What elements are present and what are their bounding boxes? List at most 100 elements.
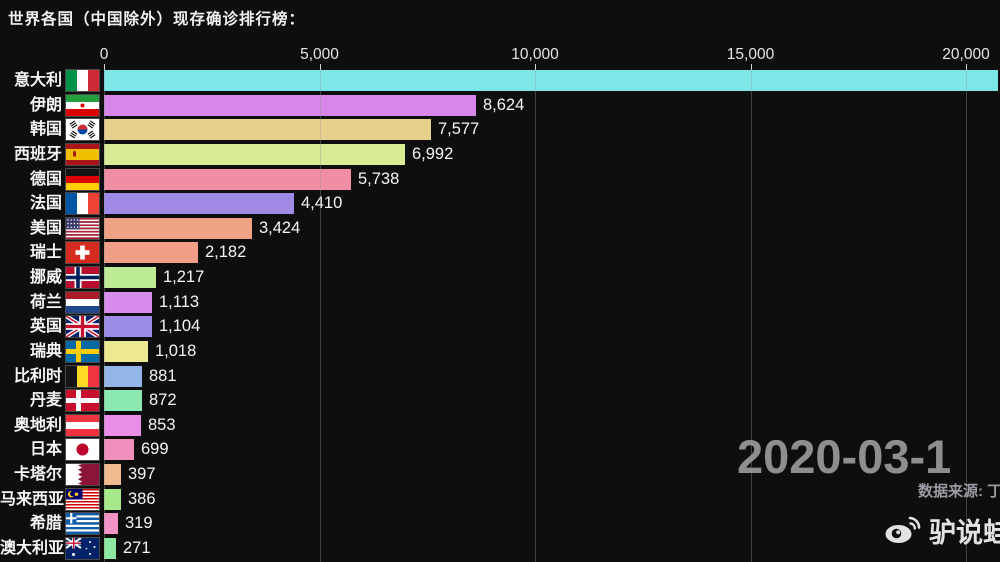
bar-row: 西班牙 6,992 <box>0 142 1000 166</box>
bar <box>104 143 405 165</box>
bar-row: 比利时 881 <box>0 364 1000 388</box>
norway-flag-icon <box>65 266 100 290</box>
australia-flag-icon <box>65 536 100 560</box>
value-label: 6,992 <box>412 144 454 163</box>
bar <box>104 439 134 461</box>
value-label: 872 <box>149 391 177 410</box>
sweden-flag-icon <box>65 339 100 363</box>
value-label: 1,113 <box>159 292 200 311</box>
country-label: 希腊 <box>29 515 62 533</box>
qatar-flag-icon <box>65 463 100 487</box>
country-label: 荷兰 <box>29 293 62 311</box>
country-label: 伊朗 <box>29 96 62 114</box>
value-label: 4,410 <box>301 194 343 213</box>
bar <box>104 217 252 239</box>
country-label: 瑞典 <box>29 342 62 360</box>
austria-flag-icon <box>65 413 100 437</box>
axis-tick-label: 5,000 <box>300 46 339 63</box>
greece-flag-icon <box>65 512 100 536</box>
weibo-icon <box>884 511 924 550</box>
value-label: 881 <box>149 366 177 385</box>
bar <box>104 70 998 91</box>
country-label: 韩国 <box>29 121 62 139</box>
axis-tick-label: 20,000 <box>942 46 990 63</box>
bar-row: 美国 3,424 <box>0 216 1000 240</box>
gridline <box>104 64 105 562</box>
bar <box>104 390 142 412</box>
switzerland-flag-icon <box>65 241 100 265</box>
bar-row: 瑞士 2,182 <box>0 241 1000 265</box>
bar-row: 希腊 319 <box>0 512 1000 536</box>
country-label: 法国 <box>29 195 62 213</box>
axis-tick-mark <box>104 64 105 70</box>
value-label: 3,424 <box>259 218 301 237</box>
axis-tick-label: 15,000 <box>726 46 775 63</box>
bar <box>104 365 142 387</box>
bar <box>104 464 121 486</box>
bar-row: 意大利20,745 <box>0 69 1000 92</box>
country-label: 西班牙 <box>13 145 62 163</box>
iran-flag-icon <box>65 93 100 117</box>
netherlands-flag-icon <box>65 290 100 314</box>
bar <box>104 291 152 313</box>
bar <box>104 94 476 116</box>
bar <box>104 242 198 264</box>
country-label: 英国 <box>29 318 62 336</box>
country-label: 丹麦 <box>29 392 62 410</box>
country-label: 比利时 <box>13 367 62 385</box>
country-label: 美国 <box>29 219 62 237</box>
axis-tick-mark <box>535 64 536 70</box>
gridline <box>966 64 967 562</box>
bar-row: 奥地利 853 <box>0 413 1000 437</box>
bar-row: 伊朗 8,624 <box>0 93 1000 117</box>
value-label: 319 <box>125 514 153 533</box>
bar <box>104 193 294 215</box>
country-label: 挪威 <box>29 269 62 287</box>
gridline <box>319 64 321 562</box>
malaysia-flag-icon <box>65 487 100 511</box>
bar-row: 法国 4,410 <box>0 192 1000 216</box>
south-korea-flag-icon <box>65 118 100 142</box>
axis-tick-mark <box>319 64 321 70</box>
watermark-text: 驴说蛙 <box>929 518 1000 548</box>
country-label: 奥地利 <box>13 416 62 434</box>
usa-flag-icon <box>65 216 100 240</box>
value-label: 1,018 <box>155 341 197 360</box>
data-source-label: 数据来源: 丁 <box>918 483 1000 500</box>
france-flag-icon <box>65 192 100 216</box>
bar <box>104 340 148 362</box>
bar-row: 澳大利亚 271 <box>0 536 1000 560</box>
value-label: 2,182 <box>205 243 247 262</box>
country-label: 马来西亚 <box>0 490 65 508</box>
bar <box>104 537 116 559</box>
date-display: 2020-03-1 <box>737 430 952 483</box>
bar <box>104 267 156 289</box>
watermark: 驴说蛙 <box>884 511 1000 550</box>
bar-row: 德国 5,738 <box>0 167 1000 191</box>
bar <box>104 119 431 141</box>
bar-row: 日本 699 <box>0 438 1000 462</box>
uk-flag-icon <box>65 315 100 339</box>
bar <box>104 488 121 510</box>
bar <box>104 414 141 436</box>
value-label: 386 <box>128 489 156 508</box>
bar-row: 卡塔尔 397 <box>0 463 1000 487</box>
value-label: 1,217 <box>163 268 205 287</box>
germany-flag-icon <box>65 167 100 191</box>
country-label: 日本 <box>29 441 62 459</box>
value-label: 1,104 <box>159 317 201 336</box>
value-label: 853 <box>148 415 176 434</box>
axis-tick-mark <box>750 64 752 70</box>
japan-flag-icon <box>65 438 100 462</box>
bar <box>104 316 152 338</box>
country-label: 澳大利亚 <box>0 539 65 557</box>
belgium-flag-icon <box>65 364 100 388</box>
value-label: 397 <box>128 465 156 484</box>
denmark-flag-icon <box>65 389 100 413</box>
bar-row: 瑞典 1,018 <box>0 339 1000 363</box>
italy-flag-icon <box>65 69 100 92</box>
country-label: 意大利 <box>13 72 62 89</box>
bar-row: 挪威 1,217 <box>0 266 1000 290</box>
spain-flag-icon <box>65 142 100 166</box>
gridline <box>535 64 536 562</box>
